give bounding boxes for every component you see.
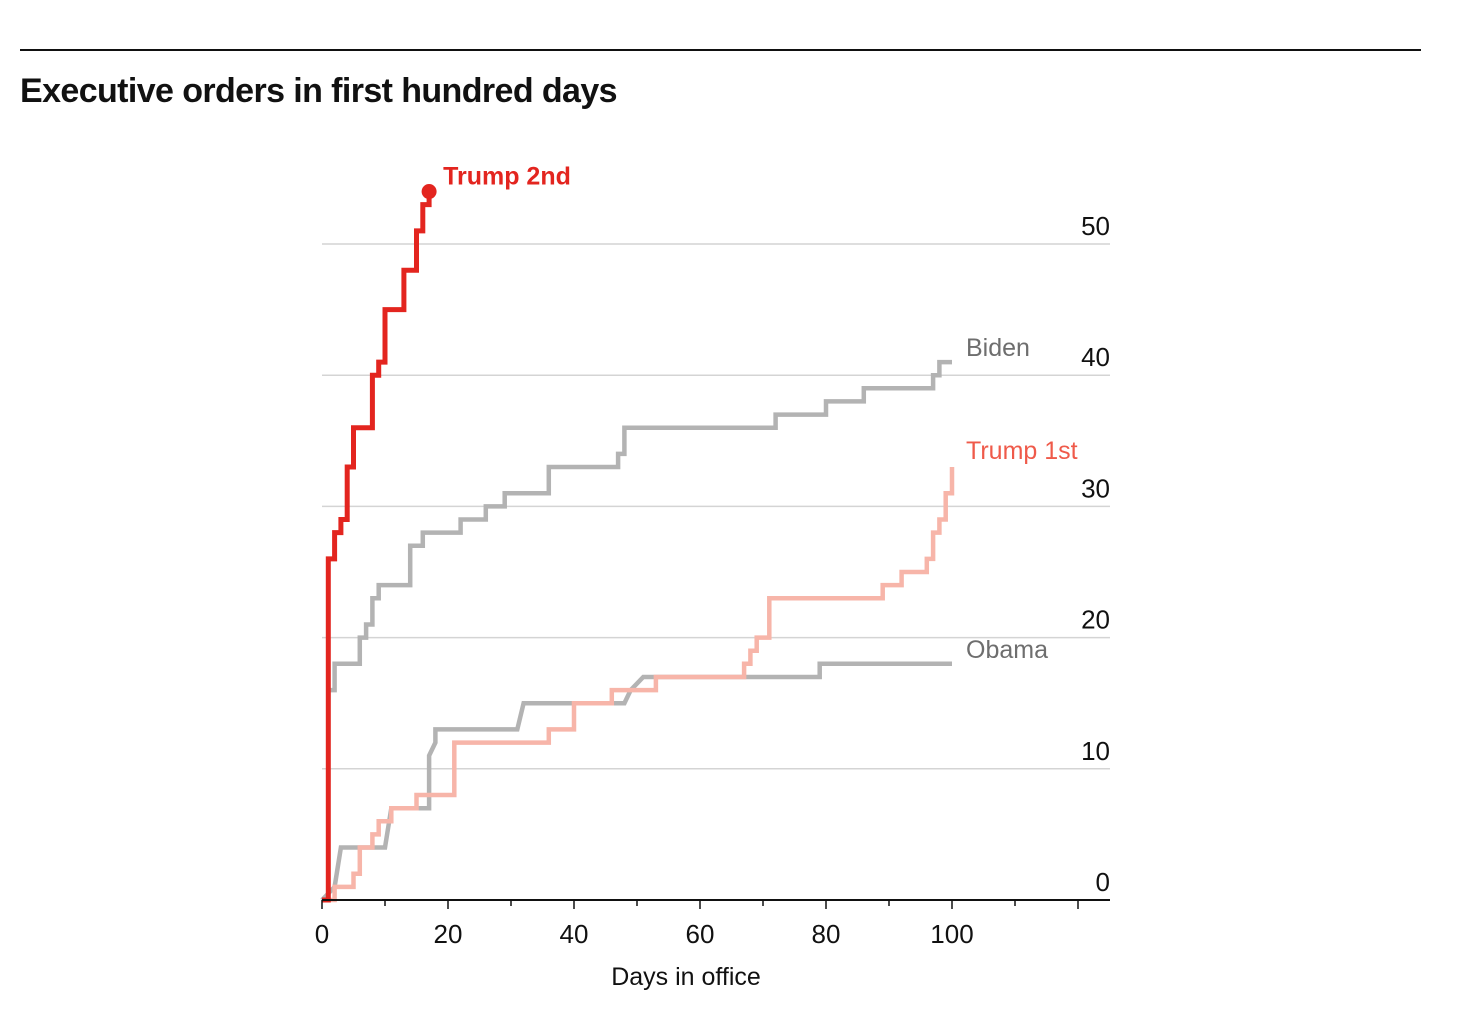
top-rule <box>20 49 1421 51</box>
series-line-trump-1st <box>322 467 955 903</box>
series-label-obama: Obama <box>966 636 1048 664</box>
series-line-biden <box>326 359 952 782</box>
y-tick-label-10: 10 <box>1081 736 1110 766</box>
series-line-obama <box>320 661 952 902</box>
x-tick-label-80: 80 <box>812 919 841 949</box>
axis-layer: 0 10 20 30 40 50 0 20 40 60 80 100 <box>315 211 1110 949</box>
x-tick-label-60: 60 <box>686 919 715 949</box>
grid-layer <box>322 243 1110 770</box>
series-endpoint-trump-2nd <box>421 184 437 200</box>
y-tick-label-30: 30 <box>1081 473 1110 503</box>
series-line-trump-2nd <box>322 191 432 903</box>
y-tick-label-40: 40 <box>1081 342 1110 372</box>
chart-title: Executive orders in first hundred days <box>20 72 618 110</box>
series-label-trump-2nd: Trump 2nd <box>443 163 571 191</box>
x-axis-title: Days in office <box>611 963 761 991</box>
x-tick-label-0: 0 <box>315 919 329 949</box>
y-tick-label-20: 20 <box>1081 605 1110 635</box>
series-label-trump-1st: Trump 1st <box>966 437 1078 465</box>
series-label-biden: Biden <box>966 334 1030 362</box>
y-tick-label-50: 50 <box>1081 211 1110 241</box>
x-tick-label-20: 20 <box>434 919 463 949</box>
series-layer: Obama Biden Trump 1st Trump 2nd <box>320 163 1078 903</box>
y-tick-label-0: 0 <box>1096 867 1110 897</box>
x-tick-label-100: 100 <box>930 919 973 949</box>
x-tick-label-40: 40 <box>560 919 589 949</box>
